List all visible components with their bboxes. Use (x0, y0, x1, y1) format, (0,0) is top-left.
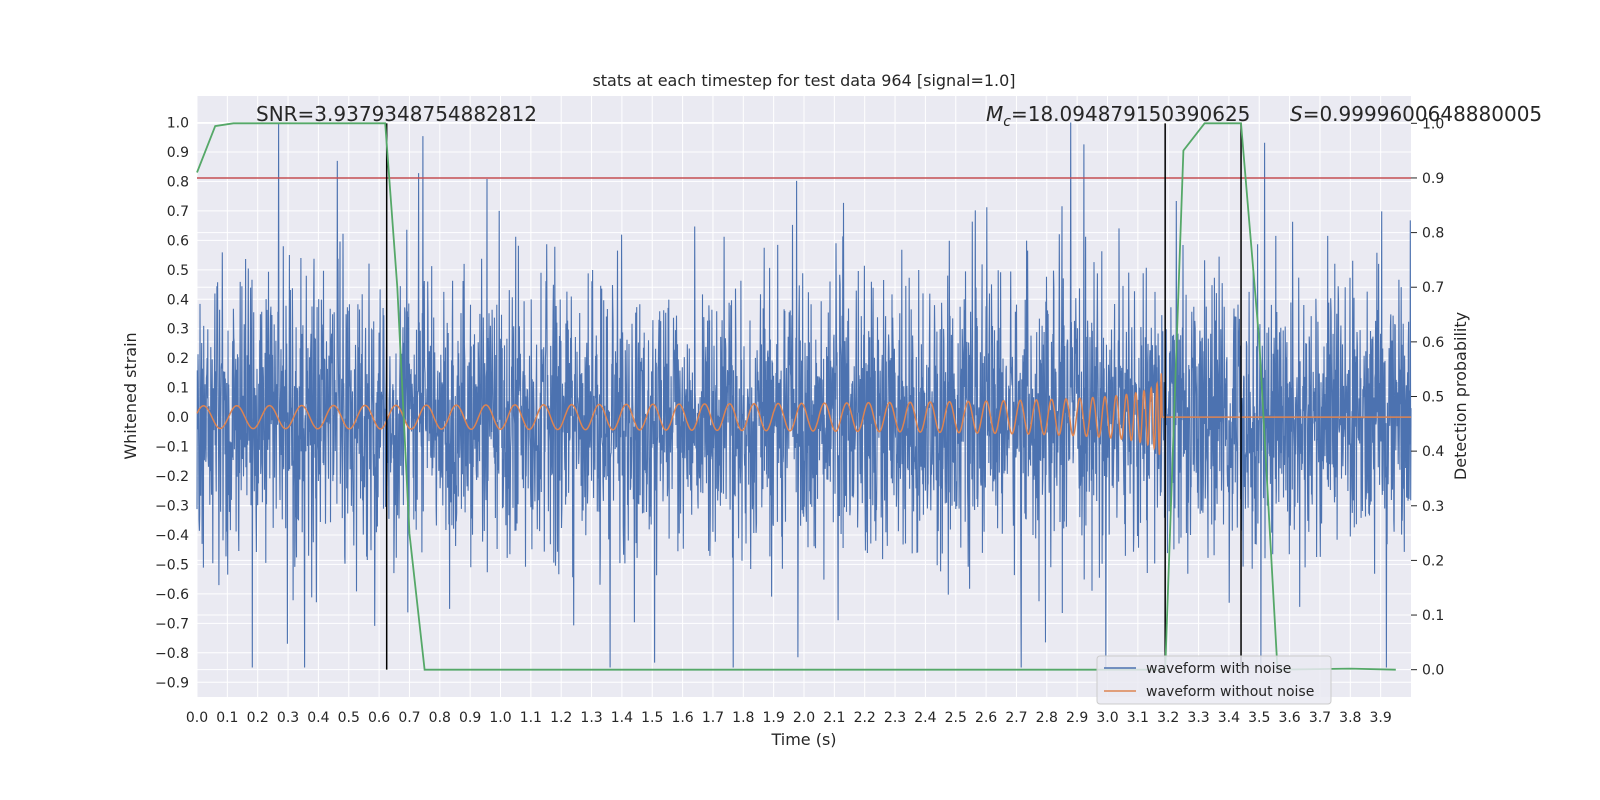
x-tick-label: 0.8 (429, 710, 451, 726)
x-tick-label: 1.5 (641, 710, 663, 726)
x-tick-label: 1.4 (611, 710, 633, 726)
y2-tick-label: 0.8 (1422, 226, 1444, 242)
snr-annotation: SNR=3.9379348754882812 (256, 102, 537, 126)
x-axis-label: Time (s) (770, 730, 836, 749)
score-symbol: S (1290, 102, 1303, 126)
y2-tick-label: 0.3 (1422, 499, 1444, 515)
x-tick-label: 1.1 (520, 710, 542, 726)
chirp-mass-symbol: M (986, 102, 1003, 126)
x-tick-label: 2.8 (1036, 710, 1058, 726)
y2-tick-label: 0.7 (1422, 280, 1444, 296)
x-axis: 0.0 0.1 0.2 0.3 0.4 0.5 0.6 0.7 0.8 0.9 1.0 1.1 1.2 1… (186, 710, 1392, 726)
x-tick-label: 0.0 (186, 710, 208, 726)
y2-tick-label: 0.0 (1422, 663, 1444, 679)
legend-label-waveform-without-noise: waveform without noise (1146, 684, 1314, 700)
x-tick-label: 2.5 (945, 710, 967, 726)
y-tick-label: 0.9 (167, 145, 189, 161)
y-tick-label: 0.6 (167, 233, 189, 249)
x-tick-label: 0.6 (368, 710, 390, 726)
y2-tick-label: 1.0 (1422, 116, 1444, 132)
x-tick-label: 2.3 (884, 710, 906, 726)
y2-tick-label: 0.1 (1422, 608, 1444, 624)
y-tick-label: 0.8 (167, 174, 189, 190)
y-tick-label: 0.4 (167, 292, 189, 308)
x-tick-label: 1.2 (550, 710, 572, 726)
y-tick-label: −0.1 (155, 440, 189, 456)
y-tick-label: −0.2 (155, 469, 189, 485)
y2-tick-label: 0.6 (1422, 335, 1444, 351)
x-tick-label: 2.6 (975, 710, 997, 726)
x-tick-label: 2.7 (1005, 710, 1027, 726)
x-tick-label: 3.2 (1157, 710, 1179, 726)
x-tick-label: 0.7 (398, 710, 420, 726)
y-tick-label: 0.3 (167, 322, 189, 338)
y-tick-label: 0.1 (167, 381, 189, 397)
x-tick-label: 1.3 (580, 710, 602, 726)
chirp-mass-annotation: Mc=18.094879150390625 (986, 102, 1250, 130)
score-value: =0.9999600648880005 (1303, 102, 1542, 126)
x-tick-label: 3.9 (1370, 710, 1392, 726)
y-tick-label: −0.6 (155, 587, 189, 603)
x-tick-label: 1.9 (763, 710, 785, 726)
x-tick-label: 1.8 (732, 710, 754, 726)
x-tick-label: 1.0 (489, 710, 511, 726)
y-tick-label: 0.7 (167, 204, 189, 220)
x-tick-label: 3.7 (1309, 710, 1331, 726)
y-tick-label: −0.9 (155, 675, 189, 691)
x-tick-label: 2.9 (1066, 710, 1088, 726)
y2-tick-label: 0.5 (1422, 390, 1444, 406)
chart-title: stats at each timestep for test data 964… (592, 71, 1015, 90)
y2-tick-label: 0.2 (1422, 553, 1444, 569)
y-tick-label: −0.4 (155, 528, 189, 544)
legend-box (1096, 655, 1332, 705)
y-tick-label: −0.8 (155, 646, 189, 662)
y-tick-label: −0.5 (155, 557, 189, 573)
x-tick-label: 0.3 (277, 710, 299, 726)
y-tick-label: −0.7 (155, 616, 189, 632)
x-tick-label: 2.4 (914, 710, 936, 726)
y-axis-right: 1.0 0.9 0.8 0.7 0.6 0.5 0.4 0.3 0.2 0.1 0.0 (1411, 116, 1444, 679)
x-tick-label: 3.3 (1187, 710, 1209, 726)
series-waveform-without-noise (196, 373, 1411, 455)
y2-axis-label: Detection probability (1451, 312, 1470, 480)
x-tick-label: 0.1 (216, 710, 238, 726)
x-tick-label: 2.0 (793, 710, 815, 726)
y-tick-label: 0.5 (167, 263, 189, 279)
legend-label-waveform-with-noise: waveform with noise (1146, 661, 1291, 677)
y2-tick-label: 0.9 (1422, 171, 1444, 187)
score-annotation: S=0.9999600648880005 (1290, 102, 1542, 126)
x-tick-label: 3.6 (1278, 710, 1300, 726)
x-tick-label: 3.1 (1127, 710, 1149, 726)
x-tick-label: 3.4 (1218, 710, 1240, 726)
x-tick-label: 0.4 (307, 710, 329, 726)
chirp-mass-subscript: c (1003, 114, 1011, 130)
x-tick-label: 3.0 (1096, 710, 1118, 726)
x-tick-label: 1.7 (702, 710, 724, 726)
y2-tick-label: 0.4 (1422, 444, 1444, 460)
y-axis-label: Whitened strain (121, 332, 140, 459)
y-tick-label: −0.3 (155, 499, 189, 515)
y-tick-label: 0.0 (167, 410, 189, 426)
x-tick-label: 1.6 (671, 710, 693, 726)
x-tick-label: 0.9 (459, 710, 481, 726)
x-tick-label: 3.5 (1248, 710, 1270, 726)
y-tick-label: 0.2 (167, 351, 189, 367)
x-tick-label: 2.2 (854, 710, 876, 726)
y-axis-left: 1.0 0.9 0.8 0.7 0.6 0.5 0.4 0.3 0.2 0.1 0.0 −0.1 −0.… (155, 116, 189, 692)
chirp-mass-value: =18.094879150390625 (1011, 102, 1250, 126)
legend: waveform with noise waveform without noi… (1096, 655, 1332, 705)
x-tick-label: 2.1 (823, 710, 845, 726)
x-tick-label: 3.8 (1339, 710, 1361, 726)
series-waveform-with-noise (196, 122, 1412, 668)
y-tick-label: 1.0 (167, 116, 189, 132)
x-tick-label: 0.2 (247, 710, 269, 726)
x-tick-label: 0.5 (338, 710, 360, 726)
